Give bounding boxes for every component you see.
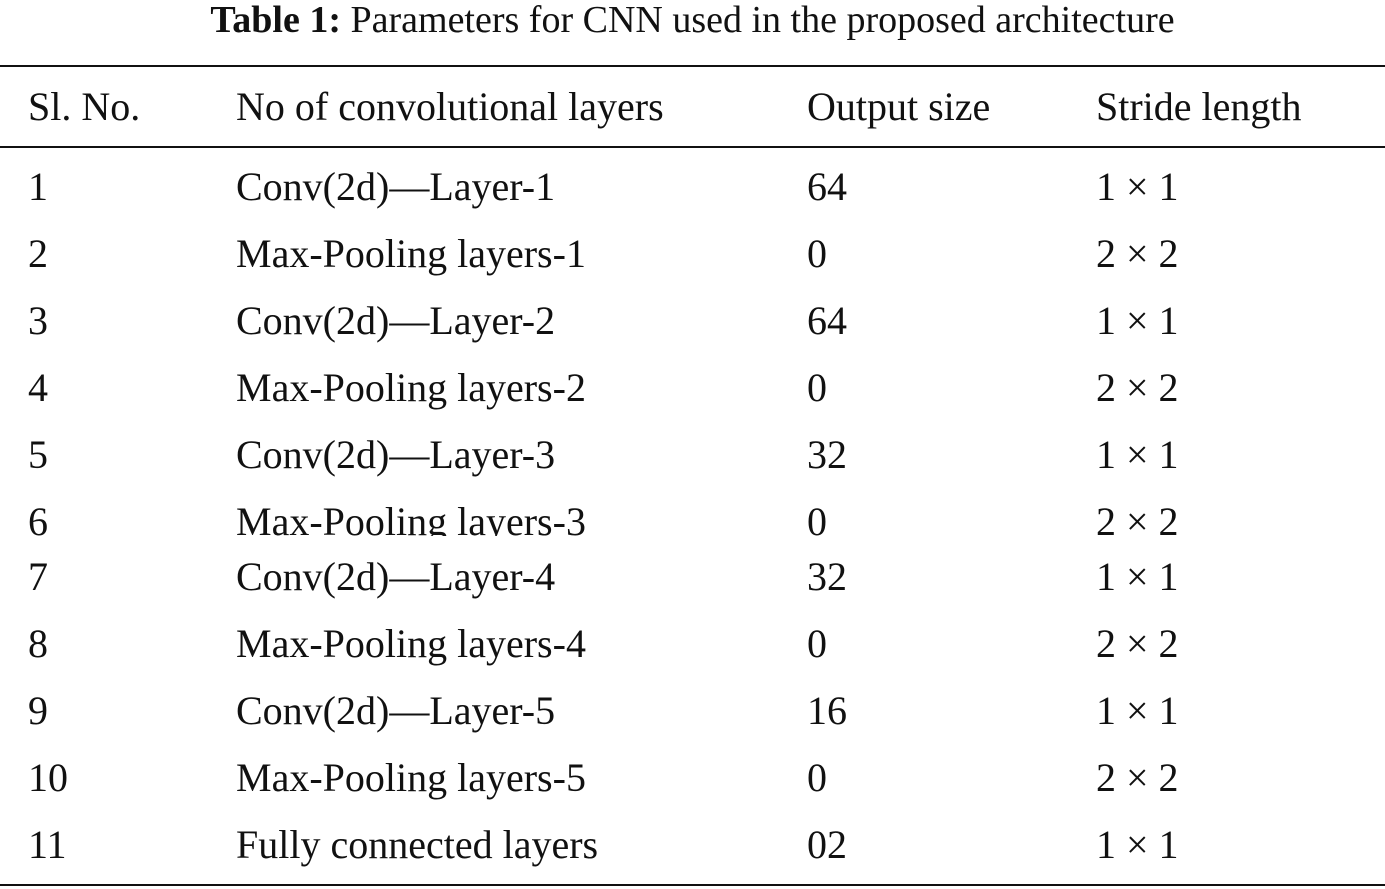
cell-output-size: 0: [807, 365, 827, 410]
cell-stride-length: 1 × 1: [1096, 164, 1179, 209]
header-output-size: Output size: [807, 84, 991, 129]
cell-output-size: 0: [807, 621, 827, 666]
table-caption: Table 1: Parameters for CNN used in the …: [0, 0, 1385, 44]
cell-stride-length: 2 × 2: [1096, 621, 1179, 666]
table-row: 11 Fully connected layers 02 1 × 1: [0, 815, 1385, 875]
cell-sl-no: 4: [28, 365, 48, 410]
table-row: 9 Conv(2d)—Layer-5 16 1 × 1: [0, 681, 1385, 741]
table-row: 8 Max-Pooling layers-4 0 2 × 2: [0, 614, 1385, 674]
cell-stride-length: 1 × 1: [1096, 298, 1179, 343]
cell-layer: Conv(2d)—Layer-1: [236, 164, 556, 209]
cell-layer: Conv(2d)—Layer-2: [236, 298, 556, 343]
table-header-rule: [0, 146, 1385, 148]
cell-sl-no: 3: [28, 298, 48, 343]
cell-sl-no: 5: [28, 432, 48, 477]
cell-output-size: 32: [807, 554, 847, 599]
cell-stride-length: 2 × 2: [1096, 365, 1179, 410]
cell-layer: Max-Pooling layers-3: [236, 499, 586, 536]
cell-layer: Max-Pooling layers-4: [236, 621, 586, 666]
table-row: 7 Conv(2d)—Layer-4 32 1 × 1: [0, 547, 1385, 607]
cell-output-size: 32: [807, 432, 847, 477]
header-stride-length: Stride length: [1096, 84, 1302, 129]
cell-layer: Conv(2d)—Layer-4: [236, 554, 556, 599]
cell-sl-no: 11: [28, 822, 67, 867]
cell-sl-no: 2: [28, 231, 48, 276]
cell-output-size: 64: [807, 298, 847, 343]
cell-output-size: 0: [807, 499, 827, 536]
cell-output-size: 02: [807, 822, 847, 867]
cell-stride-length: 2 × 2: [1096, 755, 1179, 800]
cell-sl-no: 6: [28, 499, 48, 536]
cell-stride-length: 1 × 1: [1096, 432, 1179, 477]
table-top-rule: [0, 65, 1385, 67]
cell-stride-length: 1 × 1: [1096, 822, 1179, 867]
cell-stride-length: 2 × 2: [1096, 499, 1179, 536]
table-row: 5 Conv(2d)—Layer-3 32 1 × 1: [0, 425, 1385, 485]
cell-layer: Max-Pooling layers-5: [236, 755, 586, 800]
cell-sl-no: 8: [28, 621, 48, 666]
header-sl-no: Sl. No.: [28, 84, 141, 129]
cell-layer: Max-Pooling layers-1: [236, 231, 586, 276]
table-row: 4 Max-Pooling layers-2 0 2 × 2: [0, 358, 1385, 418]
cell-layer: Fully connected layers: [236, 822, 599, 867]
cell-stride-length: 2 × 2: [1096, 231, 1179, 276]
cell-layer: Conv(2d)—Layer-5: [236, 688, 556, 733]
header-layers: No of convolutional layers: [236, 84, 664, 129]
cell-layer: Conv(2d)—Layer-3: [236, 432, 556, 477]
cell-output-size: 64: [807, 164, 847, 209]
table-header-row: Sl. No. No of convolutional layers Outpu…: [0, 77, 1385, 137]
table-row: 10 Max-Pooling layers-5 0 2 × 2: [0, 748, 1385, 808]
table-row: 3 Conv(2d)—Layer-2 64 1 × 1: [0, 291, 1385, 351]
table-row: 6 Max-Pooling layers-3 0 2 × 2: [0, 492, 1385, 536]
cell-sl-no: 7: [28, 554, 48, 599]
cell-output-size: 16: [807, 688, 847, 733]
cell-stride-length: 1 × 1: [1096, 688, 1179, 733]
cell-output-size: 0: [807, 755, 827, 800]
table-caption-label: Table 1:: [210, 0, 341, 41]
cell-sl-no: 9: [28, 688, 48, 733]
cell-layer: Max-Pooling layers-2: [236, 365, 586, 410]
table-row: 1 Conv(2d)—Layer-1 64 1 × 1: [0, 157, 1385, 217]
cell-sl-no: 1: [28, 164, 48, 209]
cell-stride-length: 1 × 1: [1096, 554, 1179, 599]
table-caption-text: Parameters for CNN used in the proposed …: [350, 0, 1175, 41]
table-bottom-rule: [0, 884, 1385, 886]
table-row: 2 Max-Pooling layers-1 0 2 × 2: [0, 224, 1385, 284]
cell-sl-no: 10: [28, 755, 68, 800]
cell-output-size: 0: [807, 231, 827, 276]
